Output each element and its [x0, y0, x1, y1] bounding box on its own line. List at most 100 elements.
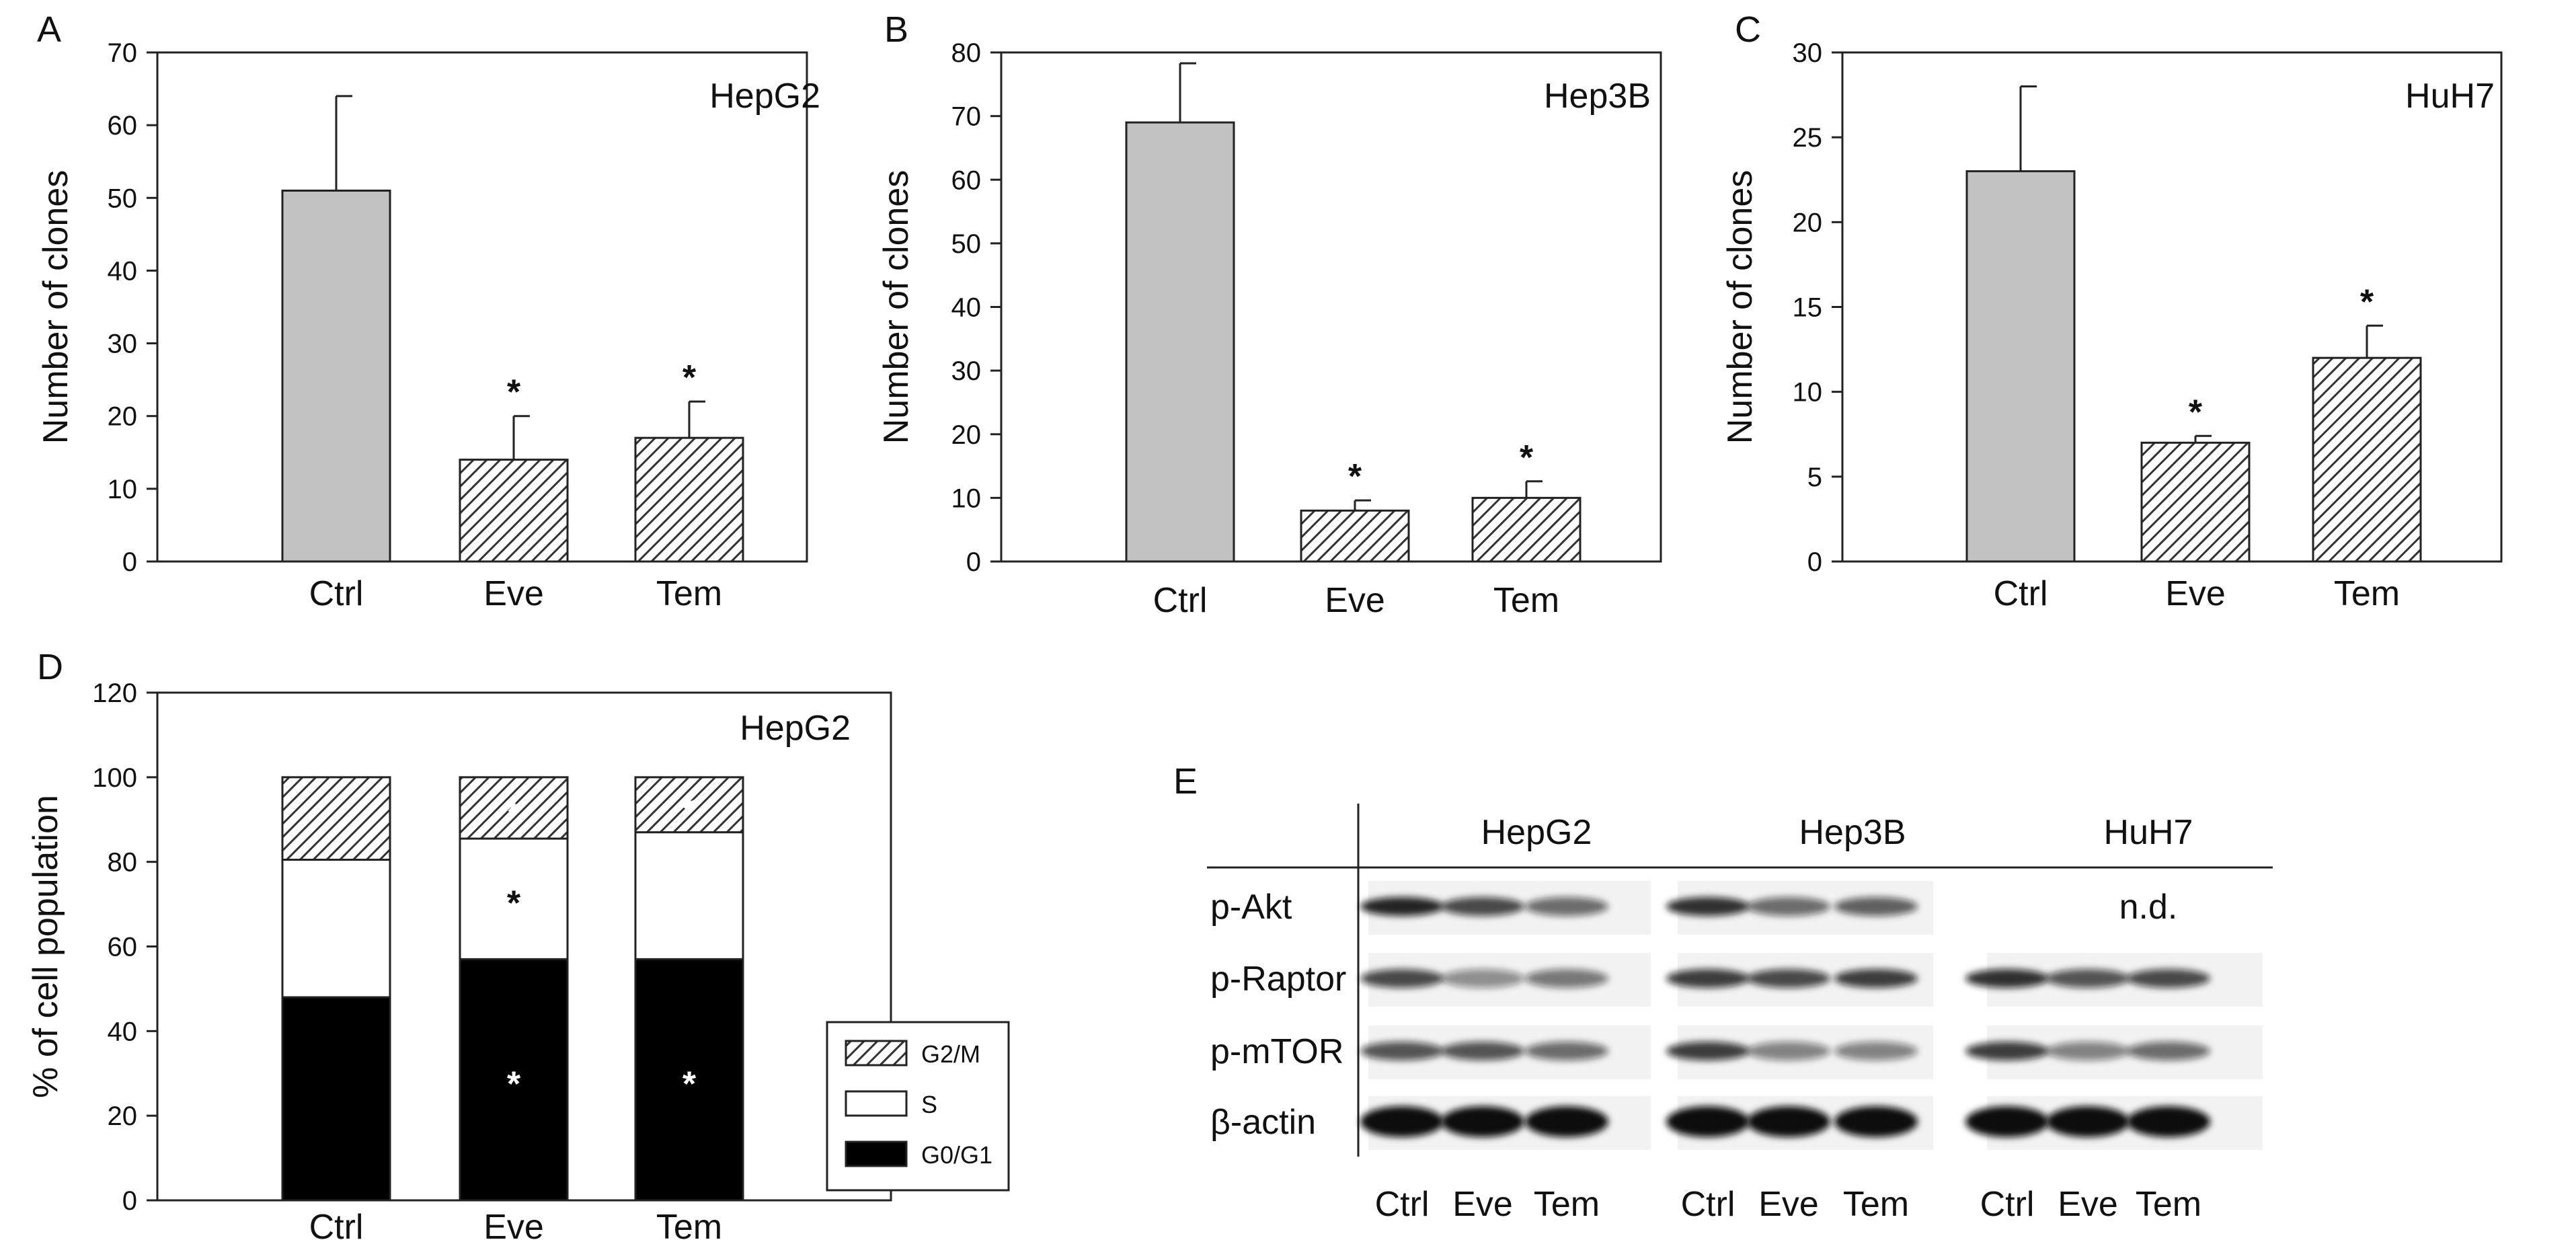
blot-row-label: p-Raptor — [1210, 960, 1346, 999]
stack-segment-s — [634, 831, 744, 960]
y-tick-label: 60 — [108, 933, 138, 962]
cell-line-label: HepG2 — [709, 77, 820, 116]
y-tick-label: 30 — [951, 356, 982, 386]
y-tick-label: 70 — [951, 102, 982, 132]
y-tick-label: 60 — [108, 111, 138, 141]
western-blot-panel: E HepG2 Hep3B HuH7 p-Akt p-Raptor p-mTOR β-acti… — [1173, 761, 2273, 1224]
blot-strip — [1666, 881, 1933, 935]
y-tick-label: 10 — [1793, 378, 1823, 408]
blot-row-label: β-actin — [1210, 1103, 1316, 1142]
blot-band — [1525, 1042, 1608, 1060]
blot-band — [1666, 969, 1750, 988]
blot-band — [1441, 897, 1524, 916]
legend-swatch — [845, 1090, 908, 1117]
y-tick-label: 40 — [108, 256, 138, 286]
blot-band — [1525, 969, 1608, 988]
blot-band — [1965, 1042, 2049, 1060]
cell-line-label: HuH7 — [2405, 77, 2495, 116]
blot-strip — [1360, 953, 1651, 1007]
y-tick-label: 10 — [951, 483, 982, 513]
blot-band — [1834, 1106, 1918, 1137]
blot-lane-label: Tem — [1534, 1185, 1600, 1224]
legend-label: G0/G1 — [921, 1141, 992, 1169]
legend-label: G2/M — [921, 1040, 980, 1068]
blot-band — [1834, 897, 1918, 916]
y-tick-label: 30 — [108, 330, 138, 359]
bar-tem — [1471, 496, 1582, 563]
blot-lane-label: Eve — [1452, 1185, 1513, 1224]
legend-swatch — [845, 1140, 908, 1167]
x-category-label: Ctrl — [309, 574, 364, 613]
stack-segment-g0-g1 — [634, 958, 744, 1202]
bar-tem — [2312, 356, 2422, 563]
y-tick-label: 80 — [951, 38, 982, 68]
y-tick-label: 40 — [951, 293, 982, 323]
bar-ctrl — [1965, 170, 2076, 563]
significance-star: * — [682, 1065, 697, 1104]
y-tick-label: 0 — [1807, 547, 1822, 577]
significance-star: * — [2189, 393, 2203, 432]
bar-eve — [2140, 441, 2251, 563]
panel-letter: E — [1173, 761, 1198, 802]
blot-band — [1525, 897, 1608, 916]
chart-panel-c: C 0 5 10 15 20 25 30 Number of clones HuH7 Ctrl Eve… — [1721, 9, 2503, 613]
blot-lane-label: Ctrl — [1980, 1185, 2035, 1224]
blot-band — [1834, 969, 1918, 988]
blot-lane-label: Tem — [2136, 1185, 2201, 1224]
blot-strip — [1360, 1025, 1651, 1079]
blot-strip — [1666, 1096, 1933, 1150]
cell-line-label: Hep3B — [1544, 77, 1651, 116]
blot-band — [2046, 1106, 2130, 1137]
significance-star: * — [507, 1065, 521, 1104]
y-tick-label: 0 — [122, 547, 137, 577]
x-category-label: Tem — [656, 1208, 722, 1240]
stack-segment-g0-g1 — [281, 996, 391, 1202]
blot-band — [1747, 969, 1830, 988]
blot-lane-label: Eve — [2058, 1185, 2118, 1224]
y-tick-label: 60 — [951, 165, 982, 195]
blot-lane-label: Ctrl — [1375, 1185, 1430, 1224]
x-category-label: Tem — [2334, 574, 2400, 613]
stack-segment-g2-m — [459, 776, 569, 840]
significance-star: * — [507, 793, 521, 832]
y-axis-label: % of cell population — [26, 795, 65, 1098]
x-category-label: Eve — [1325, 581, 1385, 620]
x-category-label: Eve — [483, 1208, 544, 1240]
blot-strip — [1965, 953, 2263, 1007]
y-axis-label: Number of clones — [877, 170, 916, 444]
x-category-label: Ctrl — [309, 1208, 364, 1240]
chart-panel-d: D 0 20 40 60 80 100 120 % of cell population HepG… — [26, 647, 1010, 1240]
blot-band — [1525, 1106, 1608, 1137]
blot-band — [1747, 897, 1830, 916]
plot-frame — [1000, 51, 1662, 563]
significance-star: * — [1348, 457, 1362, 496]
y-tick-label: 120 — [92, 679, 137, 708]
not-detected-label: n.d. — [2119, 888, 2178, 927]
blot-band — [1666, 897, 1750, 916]
blot-row-label: p-Akt — [1210, 888, 1292, 927]
blot-lane-label: Tem — [1843, 1185, 1909, 1224]
stack-segment-s — [281, 859, 391, 999]
x-category-label: Tem — [1493, 581, 1559, 620]
stack-segment-s — [459, 837, 569, 960]
y-tick-label: 50 — [951, 229, 982, 259]
significance-star: * — [682, 790, 697, 829]
blot-band — [1666, 1106, 1750, 1137]
significance-star: * — [682, 358, 697, 397]
blot-band — [1834, 1042, 1918, 1060]
y-tick-label: 0 — [966, 547, 981, 577]
blot-row-label: p-mTOR — [1210, 1032, 1343, 1071]
bar-eve — [459, 459, 569, 563]
blot-group-header: Hep3B — [1799, 813, 1906, 852]
y-tick-label: 0 — [122, 1186, 137, 1216]
chart-panel-a: A 0 10 20 30 40 50 60 70 Number of clones HepG2 Ctr… — [36, 9, 820, 613]
x-category-label: Eve — [483, 574, 544, 613]
significance-star: * — [2360, 282, 2374, 321]
blot-band — [2127, 1106, 2210, 1137]
blot-band — [1441, 969, 1524, 988]
y-tick-label: 70 — [108, 38, 138, 68]
bar-ctrl — [281, 189, 391, 563]
panel-letter: B — [884, 9, 908, 50]
